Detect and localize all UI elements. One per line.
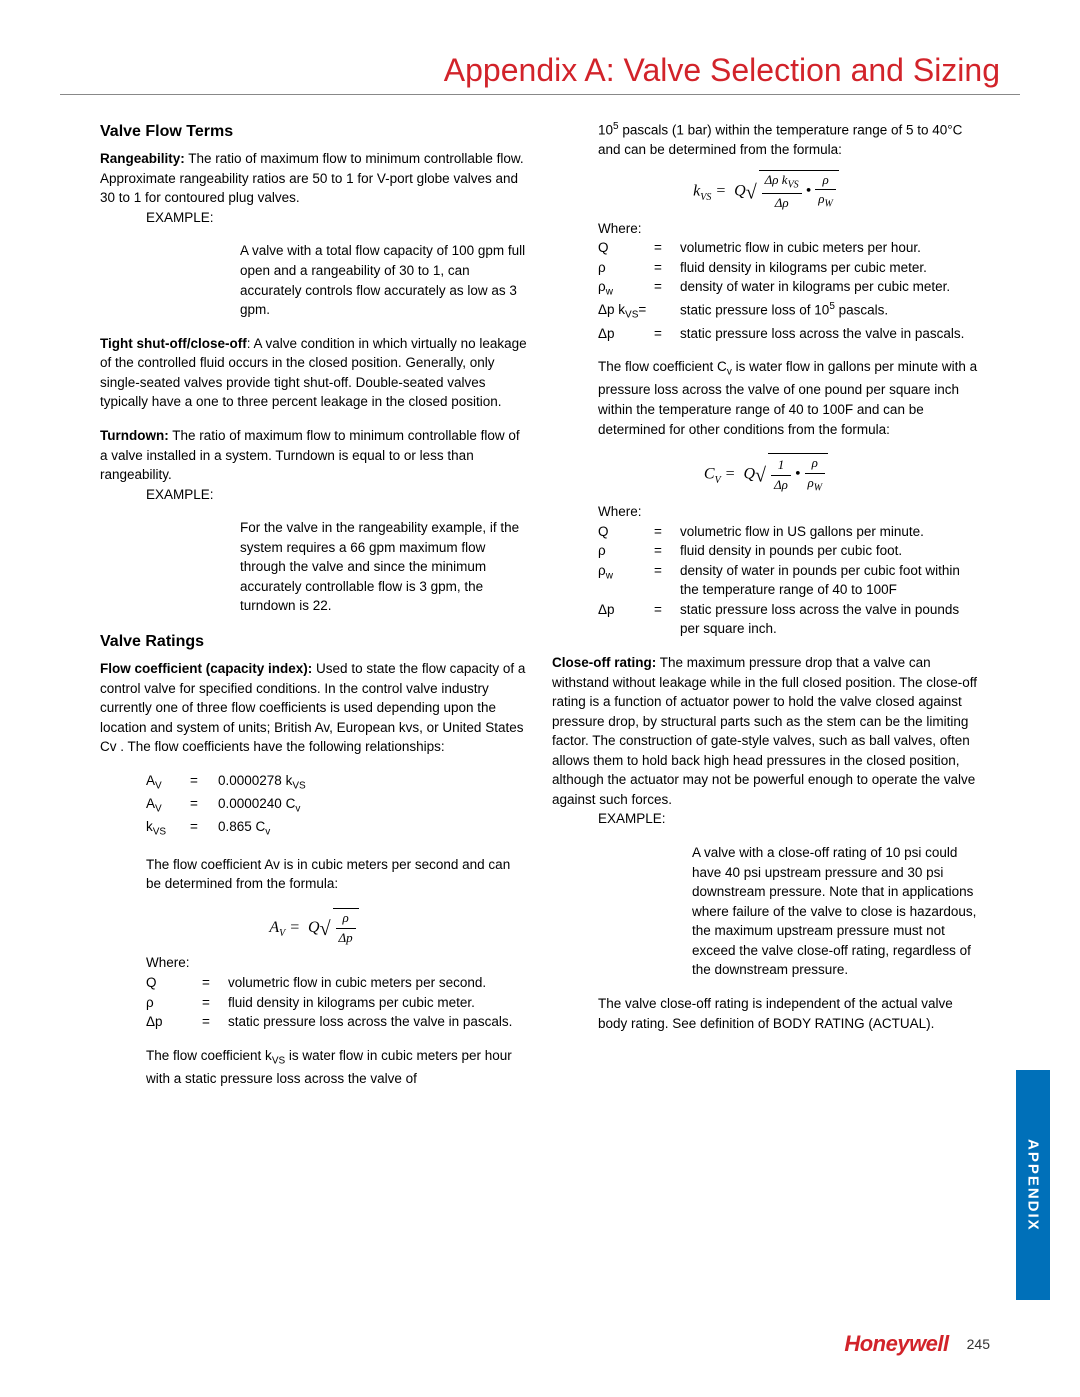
av-description: The flow coefficient Av is in cubic mete… [146,855,528,894]
formula-cv: CV = Q√1Δρ • ρρW [552,453,980,496]
where-label: Where: [598,219,980,239]
header-rule [60,94,1020,95]
where-row: Q=volumetric flow in cubic meters per se… [146,973,528,993]
rel-eq: = [190,771,218,794]
example-label: EXAMPLE: [146,208,528,228]
closeoff-tail: The valve close-off rating is independen… [598,994,980,1033]
where-row: Δp=static pressure loss across the valve… [146,1012,528,1032]
closeoff-body: The maximum pressure drop that a valve c… [552,655,977,807]
turndown-example: For the valve in the rangeability exampl… [240,518,528,616]
where-row: ρ=fluid density in kilograms per cubic m… [146,993,528,1013]
relation-row: AV = 0.0000278 kVS [146,771,528,794]
rel-rhs: 0.865 Cv [218,817,528,840]
where-row: ρ=fluid density in pounds per cubic foot… [598,541,980,561]
example-label: EXAMPLE: [146,485,528,505]
where-label: Where: [598,502,980,522]
rangeability-example: A valve with a total flow capacity of 10… [240,241,528,319]
footer: Honeywell 245 [844,1331,990,1357]
term-rangeability: Rangeability: The ratio of maximum flow … [100,149,528,227]
rel-lhs: AV [146,771,190,794]
closeoff-example: A valve with a close-off rating of 10 ps… [692,843,980,980]
section-valve-ratings: Valve Ratings [100,630,528,653]
rel-rhs: 0.0000240 Cv [218,794,528,817]
term-close-off-rating: Close-off rating: The maximum pressure d… [552,653,980,829]
where-label: Where: [146,953,528,973]
where-row: Q=volumetric flow in US gallons per minu… [598,522,980,542]
where-row: ρ=fluid density in kilograms per cubic m… [598,258,980,278]
rel-eq: = [190,817,218,840]
appendix-tab: APPENDIX [1016,1070,1050,1300]
kvs-lead-text: The flow coefficient kVS is water flow i… [146,1046,528,1089]
kvs-where-block: Q=volumetric flow in cubic meters per ho… [552,238,980,343]
term-flow-coefficient: Flow coefficient (capacity index): Used … [100,659,528,757]
content-area: Valve Flow Terms Rangeability: The ratio… [100,120,980,1088]
formula-kvs: kVS = Q√Δρ kVSΔρ • ρρW [552,170,980,213]
page-number: 245 [967,1336,990,1352]
rangeability-label: Rangeability: [100,151,185,166]
rel-eq: = [190,794,218,817]
section-valve-flow-terms: Valve Flow Terms [100,120,528,143]
term-turndown: Turndown: The ratio of maximum flow to m… [100,426,528,504]
where-row: Δp=static pressure loss across the valve… [598,600,980,639]
relation-row: kVS = 0.865 Cv [146,817,528,840]
where-row: ρw=density of water in kilograms per cub… [598,277,980,300]
rel-rhs: 0.0000278 kVS [218,771,528,794]
closeoff-label: Close-off rating: [552,655,656,670]
flowcoef-label: Flow coefficient (capacity index): [100,661,312,676]
where-row: Δp=static pressure loss across the valve… [598,324,980,344]
rel-lhs: kVS [146,817,190,840]
example-label: EXAMPLE: [598,809,980,829]
formula-av: AV = Q√ρΔp [100,908,528,948]
turndown-label: Turndown: [100,428,169,443]
rel-lhs: AV [146,794,190,817]
tight-label: Tight shut-off/close-off [100,336,247,351]
kvs-cont-text: 105 pascals (1 bar) within the temperatu… [598,120,980,160]
right-column: 105 pascals (1 bar) within the temperatu… [552,120,980,1088]
cv-where-block: Q=volumetric flow in US gallons per minu… [552,522,980,639]
cv-description: The flow coefficient Cv is water flow in… [598,357,980,439]
where-row: ρw=density of water in pounds per cubic … [598,561,980,600]
av-where-block: Q=volumetric flow in cubic meters per se… [100,973,528,1032]
left-column: Valve Flow Terms Rangeability: The ratio… [100,120,528,1088]
term-tight-shutoff: Tight shut-off/close-off: A valve condit… [100,334,528,412]
brand-logo: Honeywell [844,1331,948,1357]
relation-row: AV = 0.0000240 Cv [146,794,528,817]
where-row: Δp kVS=static pressure loss of 105 pasca… [598,300,980,323]
page-title: Appendix A: Valve Selection and Sizing [444,52,1000,89]
relations-block: AV = 0.0000278 kVS AV = 0.0000240 Cv kVS… [100,771,528,841]
where-row: Q=volumetric flow in cubic meters per ho… [598,238,980,258]
